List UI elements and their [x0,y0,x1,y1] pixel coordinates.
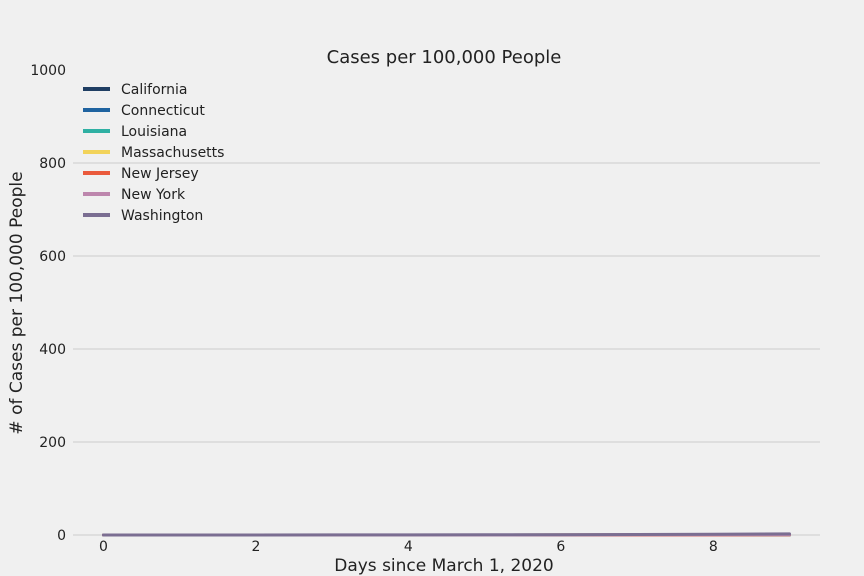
legend-label: Massachusetts [121,145,224,161]
legend-label: Washington [121,208,203,224]
series-line [102,532,791,537]
legend-label: Connecticut [121,103,205,119]
legend-label: New York [121,187,186,203]
y-tick-label: 600 [39,249,66,265]
y-tick-label: 1000 [30,63,66,79]
legend: California Connecticut Louisiana Massachuse… [83,82,224,224]
legend-label: California [121,82,187,98]
x-tick-label: 8 [709,539,718,555]
x-tick-labels: 0 2 4 6 8 [99,539,718,555]
y-tick-labels: 0 200 400 600 800 1000 [30,63,66,544]
legend-label: New Jersey [121,166,199,182]
legend-label: Louisiana [121,124,187,140]
x-tick-label: 2 [251,539,260,555]
y-tick-label: 200 [39,435,66,451]
x-tick-label: 4 [404,539,413,555]
x-tick-label: 0 [99,539,108,555]
y-tick-label: 0 [57,528,66,544]
y-tick-label: 400 [39,342,66,358]
x-axis-label: Days since March 1, 2020 [334,556,554,576]
chart-title: Cases per 100,000 People [327,47,562,68]
y-tick-label: 800 [39,156,66,172]
series-lines [102,532,791,537]
y-axis-label: # of Cases per 100,000 People [7,171,27,434]
x-tick-label: 6 [556,539,565,555]
